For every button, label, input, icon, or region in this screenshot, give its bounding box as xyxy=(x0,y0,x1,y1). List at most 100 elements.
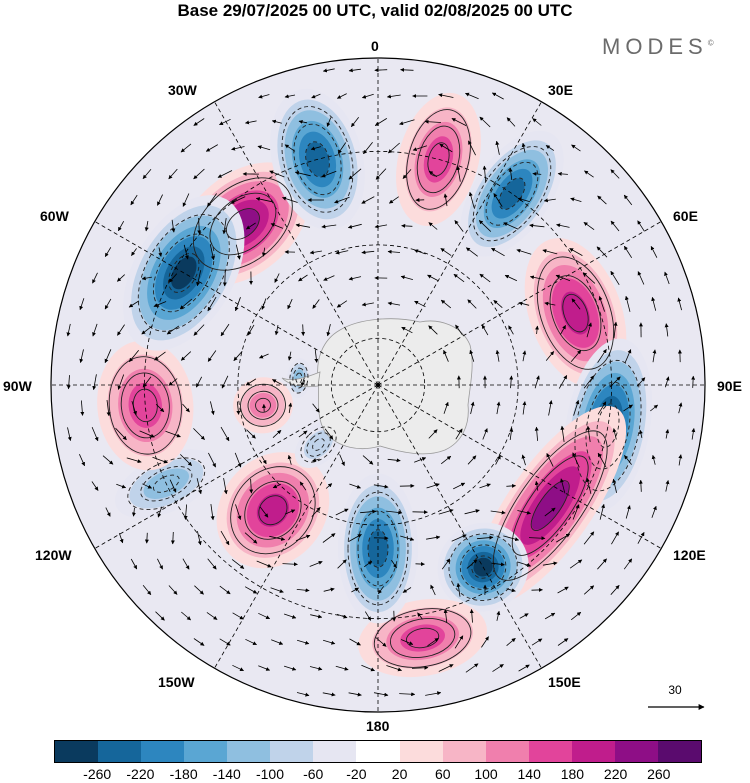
wind-arrow xyxy=(467,299,477,309)
wind-arrow xyxy=(519,613,529,619)
wind-arrow xyxy=(336,613,348,619)
wind-arrow xyxy=(636,377,646,387)
wind-arrow xyxy=(169,479,177,493)
wind-arrow xyxy=(349,638,361,646)
wind-arrow xyxy=(79,454,85,467)
contour-group xyxy=(448,533,518,601)
contour-group xyxy=(300,426,337,463)
wind-arrow xyxy=(586,425,591,442)
wind-arrow xyxy=(402,587,412,593)
wind-arrow xyxy=(599,503,605,520)
wind-arrow xyxy=(691,428,696,440)
wind-arrow xyxy=(270,223,284,229)
wind-arrow xyxy=(197,531,202,546)
wind-arrow xyxy=(638,429,643,438)
wind-arrow xyxy=(361,93,374,99)
wind-arrow xyxy=(412,145,428,152)
wind-arrow xyxy=(438,664,454,672)
contour-line xyxy=(492,430,608,581)
colorbar-swatch xyxy=(657,741,701,762)
wind-arrow xyxy=(91,426,99,442)
wind-arrow xyxy=(531,638,543,646)
wind-arrow xyxy=(128,350,140,363)
wind-arrow xyxy=(309,250,322,255)
wind-arrow xyxy=(223,478,228,495)
wind-arrow xyxy=(427,274,439,282)
wind-arrow xyxy=(219,585,231,595)
contour-line xyxy=(472,146,552,242)
wind-arrow xyxy=(312,403,320,413)
wind-arrow xyxy=(479,116,491,128)
wind-arrow xyxy=(322,692,336,697)
wind-arrow xyxy=(194,585,204,595)
colorbar-swatch xyxy=(442,741,486,762)
wind-arrow xyxy=(299,481,307,491)
wind-arrow xyxy=(232,664,244,672)
wind-arrow xyxy=(560,325,566,335)
wind-arrow xyxy=(207,350,217,362)
wind-arrow xyxy=(455,428,463,440)
wind-arrow xyxy=(387,458,401,463)
wind-arrow xyxy=(220,530,230,546)
wind-arrow xyxy=(529,275,544,280)
wind-arrow xyxy=(571,144,581,152)
wind-arrow xyxy=(361,196,375,204)
contour-line xyxy=(427,142,450,177)
wind-arrow xyxy=(182,558,190,570)
wind-arrow xyxy=(583,531,595,545)
contour-line xyxy=(193,177,293,271)
wind-arrow xyxy=(495,349,500,362)
contour-line xyxy=(140,466,193,502)
wind-arrow xyxy=(247,324,255,336)
wind-arrow xyxy=(182,193,190,207)
wind-arrow xyxy=(195,376,203,388)
wind-arrow xyxy=(534,375,540,389)
contour-line xyxy=(306,432,331,457)
wind-arrow xyxy=(491,92,504,100)
brand-name: MODES xyxy=(602,34,708,59)
wind-arrow xyxy=(230,196,246,204)
wind-arrow xyxy=(231,559,245,569)
wind-arrow xyxy=(207,296,217,312)
contour-line xyxy=(255,397,271,413)
wind-arrow xyxy=(465,663,479,673)
wind-arrow xyxy=(411,665,429,670)
wind-arrow xyxy=(155,403,165,413)
wind-arrow xyxy=(79,298,85,311)
wind-arrow xyxy=(295,534,311,541)
wind-arrow xyxy=(374,68,388,73)
wind-arrow xyxy=(321,224,337,229)
wind-arrow xyxy=(116,483,127,489)
wind-arrow xyxy=(269,535,286,541)
wind-arrow xyxy=(582,272,596,284)
wind-arrow xyxy=(375,168,387,180)
contour-line xyxy=(585,381,631,470)
wind-arrow xyxy=(504,274,518,282)
colorbar-tick-label: 220 xyxy=(603,766,628,782)
wind-arrow xyxy=(558,375,568,389)
wind-arrow xyxy=(361,302,374,307)
wind-arrow xyxy=(326,117,332,127)
colorbar-swatch xyxy=(98,741,142,762)
wind-arrow xyxy=(361,250,375,255)
colorbar-tick-label: 180 xyxy=(560,766,585,782)
wind-arrow xyxy=(545,351,555,361)
wind-arrow xyxy=(521,454,526,466)
wind-arrow xyxy=(258,665,271,671)
wind-arrow xyxy=(400,535,415,541)
wind-arrow xyxy=(375,637,387,647)
wind-arrow xyxy=(598,296,605,312)
wind-arrow xyxy=(534,426,539,441)
latitude-circle xyxy=(237,244,519,526)
label-lon-150w: 150W xyxy=(158,674,195,690)
chart-title: Base 29/07/2025 00 UTC, valid 02/08/2025… xyxy=(177,1,573,20)
anomaly-band xyxy=(256,493,290,527)
anomaly-blob xyxy=(97,340,194,471)
wind-arrow xyxy=(623,404,633,412)
wind-arrow xyxy=(556,223,570,228)
wind-arrow xyxy=(583,375,595,389)
wind-arrow xyxy=(557,586,569,594)
wind-arrow xyxy=(544,301,556,306)
wind-arrow xyxy=(348,276,362,281)
contour-line xyxy=(230,466,316,555)
